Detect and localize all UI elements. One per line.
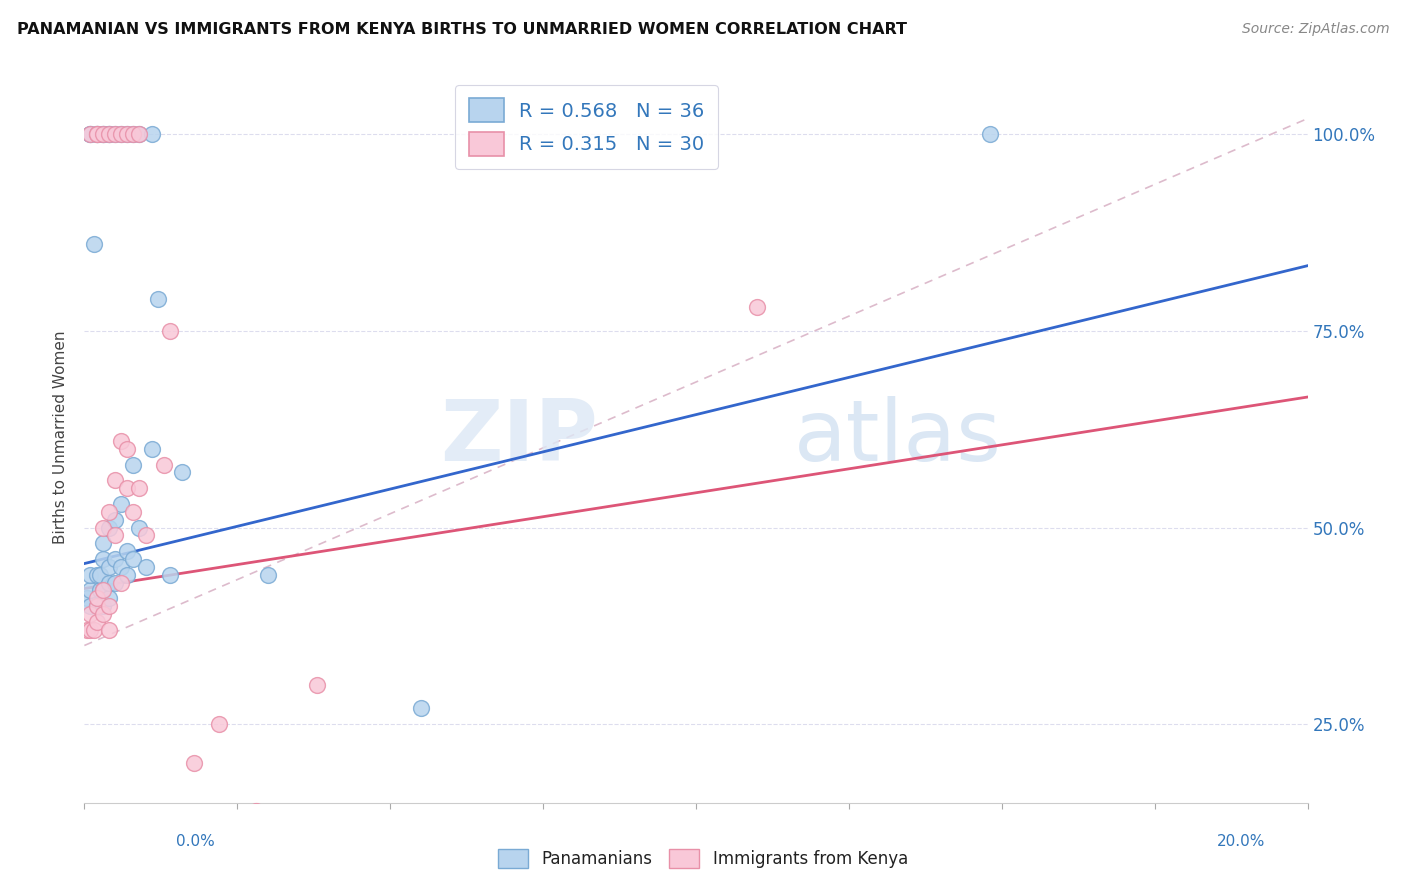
Point [141,128,163,142]
Point [115,567,138,582]
Point [104,528,127,542]
Point [115,128,138,142]
Point [86,128,108,142]
Point [409,874,432,888]
Point [115,544,138,558]
Point [305,678,328,692]
Point [89,583,111,598]
Point [86,128,108,142]
Point [91,520,114,534]
Point [128,128,150,142]
Point [97,128,120,142]
Point [76,591,98,606]
Point [110,575,132,590]
Point [122,505,145,519]
Point [135,528,157,542]
Point [110,559,132,574]
Y-axis label: Births to Unmarried Women: Births to Unmarried Women [53,330,69,544]
Point [79,128,101,142]
Point [747,301,769,315]
Point [86,615,108,629]
Point [97,128,120,142]
Point [146,293,169,307]
Point [110,128,132,142]
Point [110,434,132,448]
Point [79,583,101,598]
Point [257,890,280,892]
Point [128,520,150,534]
Point [89,567,111,582]
Point [409,701,432,715]
Point [91,128,114,142]
Point [76,623,98,637]
Point [122,128,145,142]
Point [141,442,163,456]
Point [979,128,1001,142]
Text: 0.0%: 0.0% [176,834,215,849]
Point [172,466,194,480]
Point [110,128,132,142]
Point [91,599,114,614]
Point [97,599,120,614]
Point [183,756,205,771]
Point [128,481,150,495]
Point [97,623,120,637]
Point [135,559,157,574]
Point [115,128,138,142]
Text: atlas: atlas [794,395,1002,479]
Point [110,497,132,511]
Point [79,128,101,142]
Point [104,128,127,142]
Point [115,442,138,456]
Point [153,458,176,472]
Legend: R = 0.568   N = 36, R = 0.315   N = 30: R = 0.568 N = 36, R = 0.315 N = 30 [456,85,718,169]
Text: PANAMANIAN VS IMMIGRANTS FROM KENYA BIRTHS TO UNMARRIED WOMEN CORRELATION CHART: PANAMANIAN VS IMMIGRANTS FROM KENYA BIRT… [17,22,907,37]
Point [91,536,114,550]
Point [97,575,120,590]
Point [122,458,145,472]
Point [104,473,127,487]
Point [122,128,145,142]
Point [86,599,108,614]
Point [79,607,101,621]
Point [91,128,114,142]
Point [208,717,231,731]
Point [104,552,127,566]
Point [159,324,181,338]
Text: Source: ZipAtlas.com: Source: ZipAtlas.com [1241,22,1389,37]
Point [79,623,101,637]
Point [97,559,120,574]
Point [257,567,280,582]
Point [245,804,267,818]
Point [79,128,101,142]
Point [104,575,127,590]
Point [91,607,114,621]
Text: ZIP: ZIP [440,395,598,479]
Point [91,552,114,566]
Point [86,567,108,582]
Point [97,591,120,606]
Point [83,237,105,252]
Point [91,583,114,598]
Text: 20.0%: 20.0% [1218,834,1265,849]
Point [122,552,145,566]
Point [79,567,101,582]
Point [83,623,105,637]
Point [86,128,108,142]
Point [86,128,108,142]
Point [91,128,114,142]
Point [97,505,120,519]
Point [115,481,138,495]
Point [104,128,127,142]
Point [104,513,127,527]
Point [128,128,150,142]
Point [159,567,181,582]
Point [86,599,108,614]
Point [91,583,114,598]
Legend: Panamanians, Immigrants from Kenya: Panamanians, Immigrants from Kenya [492,842,914,875]
Point [97,520,120,534]
Point [79,599,101,614]
Point [86,591,108,606]
Point [97,128,120,142]
